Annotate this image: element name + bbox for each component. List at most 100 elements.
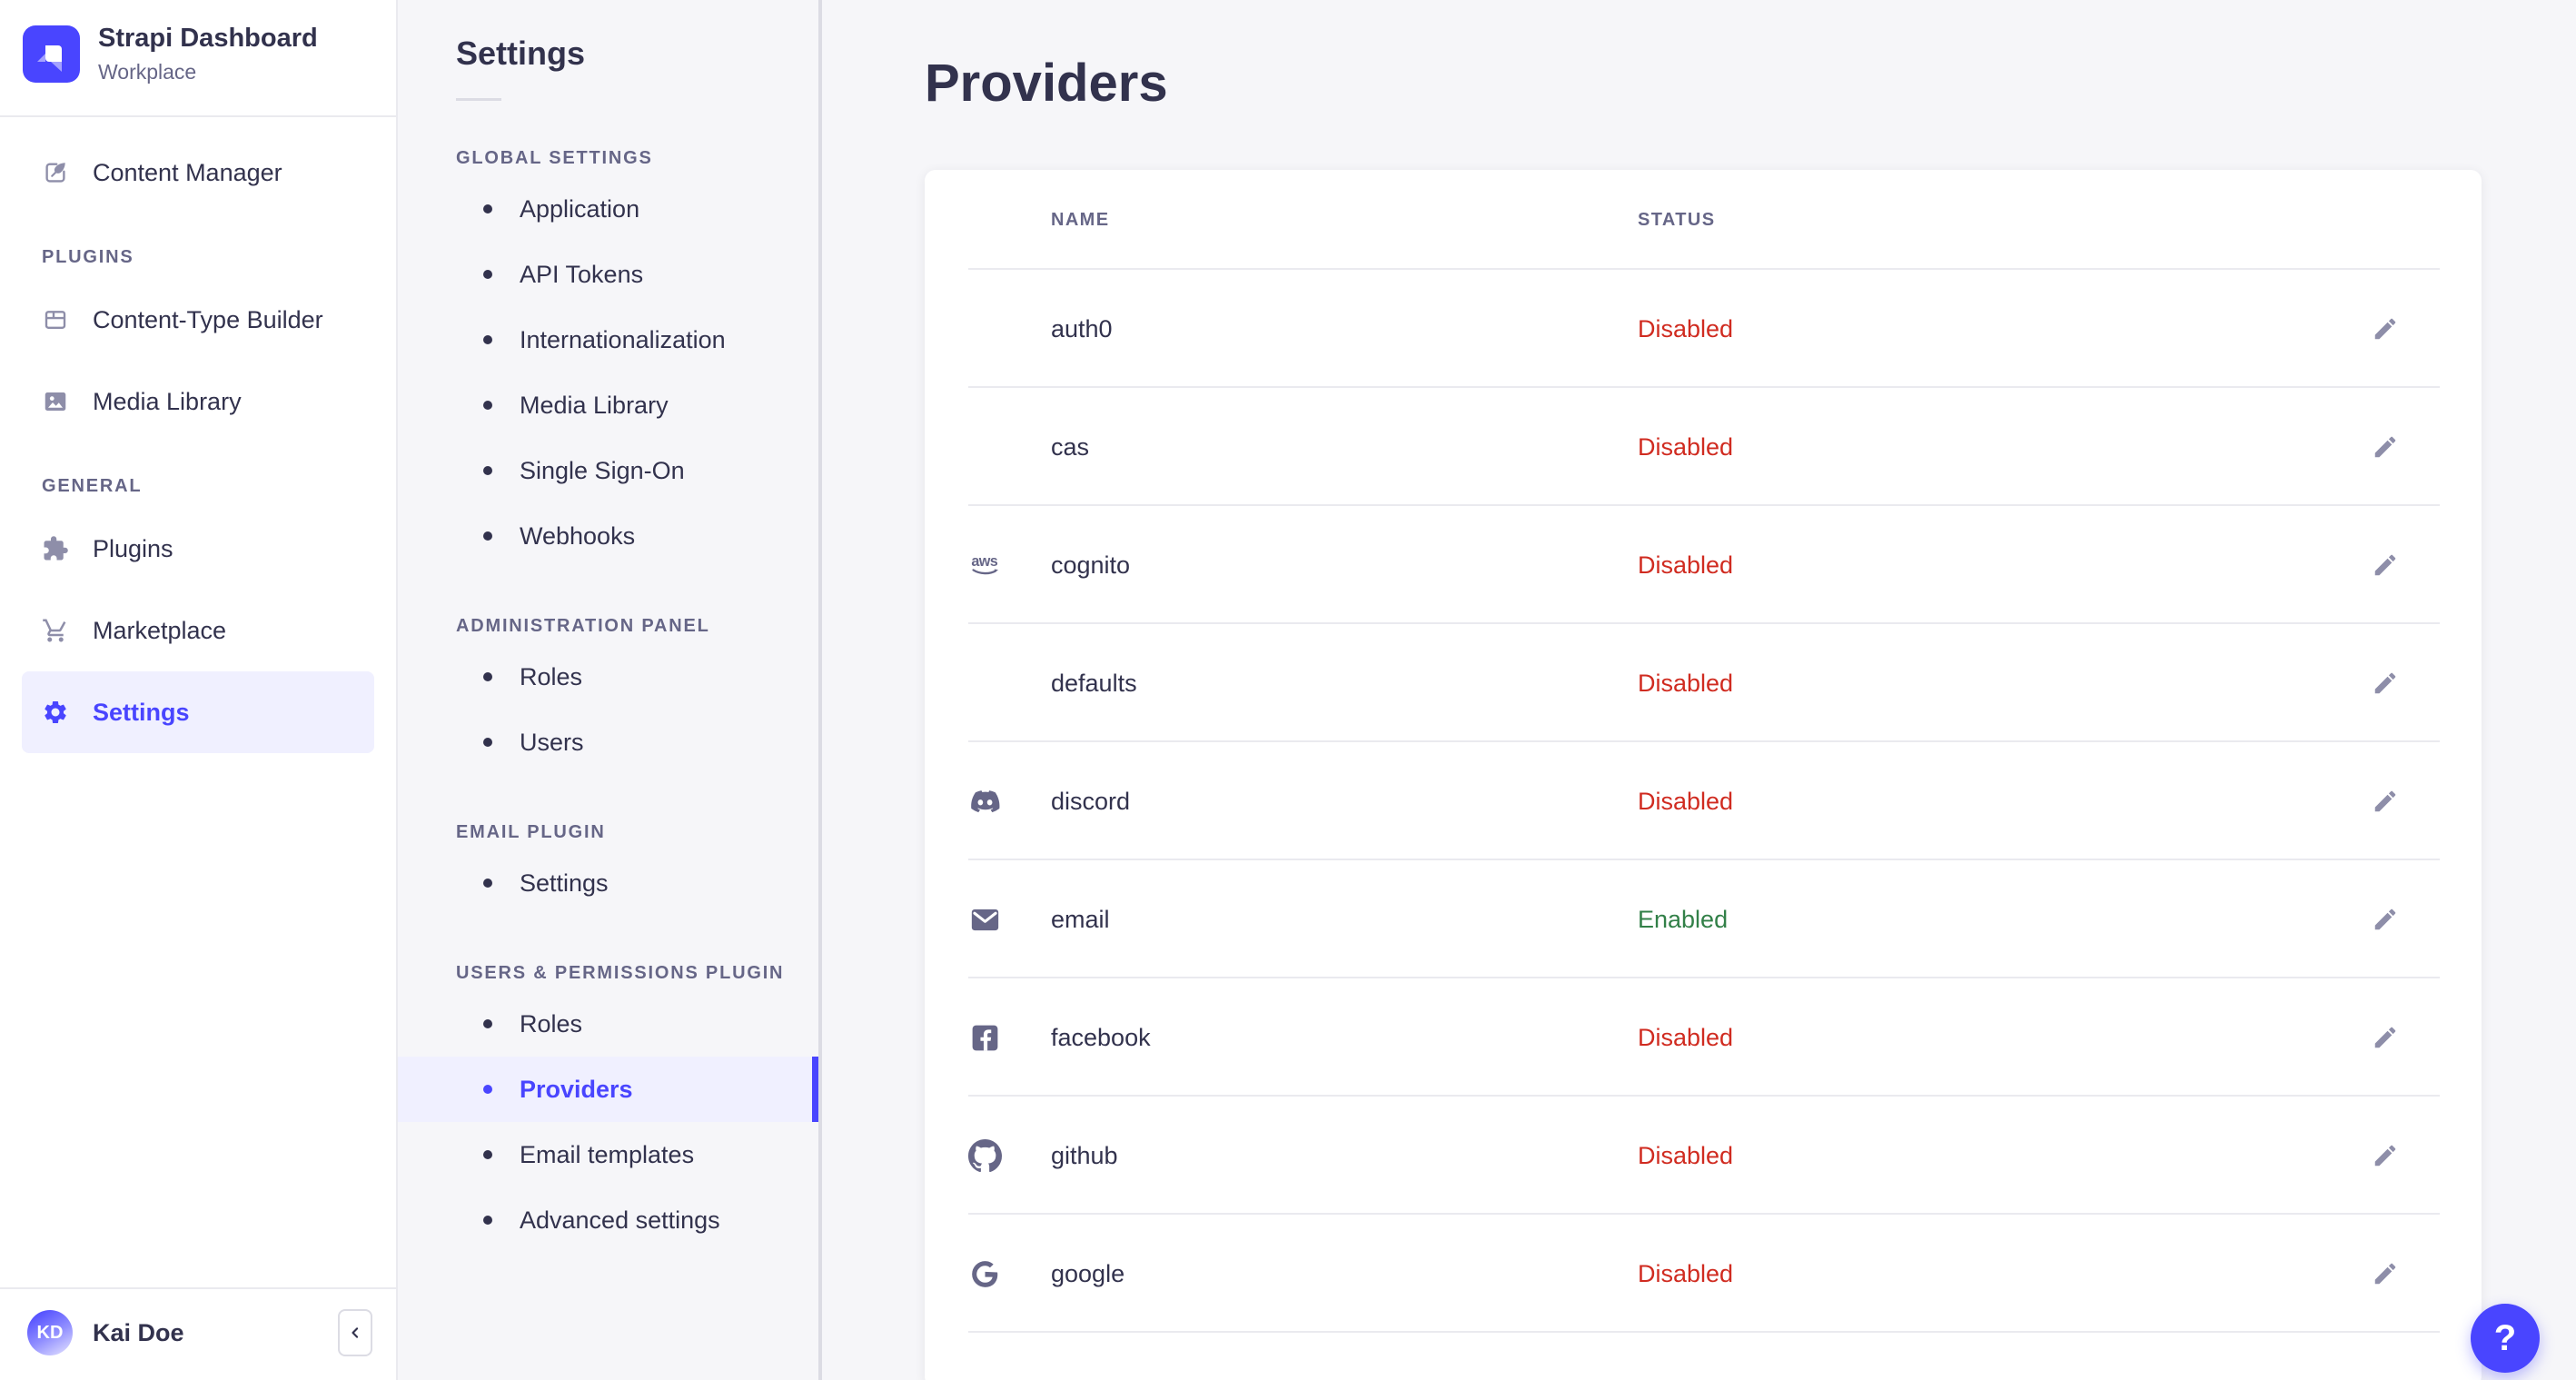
provider-name: cas — [1051, 432, 1090, 461]
subnav-item-application[interactable]: Application — [398, 176, 818, 242]
subnav-section: GLOBAL SETTINGS Application API Tokens Inte… — [398, 148, 818, 569]
content-manager-icon — [42, 159, 69, 186]
provider-row: google Disabled — [925, 1215, 2482, 1333]
email-icon — [968, 903, 1051, 937]
pencil-icon — [2372, 788, 2399, 815]
subnav-item-label: Roles — [520, 1009, 583, 1037]
pencil-icon — [2372, 1142, 2399, 1169]
sidebar-item-content-type-builder[interactable]: Content-Type Builder — [0, 279, 396, 361]
provider-status: Disabled — [1638, 551, 1734, 579]
provider-status: Disabled — [1638, 669, 1734, 697]
chevron-left-icon — [346, 1324, 364, 1342]
settings-subnav: Settings GLOBAL SETTINGS Application API T… — [398, 0, 822, 1380]
provider-status: Enabled — [1638, 905, 1729, 933]
workspace-brand[interactable]: Strapi Dashboard Workplace — [0, 0, 396, 115]
edit-provider-button[interactable] — [2359, 421, 2412, 473]
bullet-icon — [483, 1019, 492, 1028]
edit-provider-button[interactable] — [2359, 893, 2412, 946]
facebook-icon — [968, 1021, 1051, 1055]
subnav-item-label: Roles — [520, 662, 583, 690]
provider-name: auth0 — [1051, 314, 1113, 343]
content-type-builder-icon — [42, 306, 69, 333]
edit-provider-button[interactable] — [2359, 657, 2412, 710]
table-body: auth0 Disabled cas Disabled aws cognito Disabl… — [925, 270, 2482, 1333]
subnav-section: ADMINISTRATION PANEL Roles Users — [398, 616, 818, 775]
sidebar-item-settings[interactable]: Settings — [22, 671, 374, 753]
subnav-item-roles[interactable]: Roles — [398, 991, 818, 1057]
subnav-item-users[interactable]: Users — [398, 710, 818, 775]
subnav-item-api-tokens[interactable]: API Tokens — [398, 242, 818, 307]
sidebar-item-media-library[interactable]: Media Library — [0, 361, 396, 442]
subnav-item-webhooks[interactable]: Webhooks — [398, 503, 818, 569]
subnav-item-internationalization[interactable]: Internationalization — [398, 307, 818, 372]
provider-status: Disabled — [1638, 1023, 1734, 1051]
provider-row: email Enabled — [925, 860, 2482, 978]
provider-name: facebook — [1051, 1023, 1151, 1051]
provider-name: cognito — [1051, 551, 1131, 579]
subnav-item-label: Settings — [520, 869, 609, 897]
pencil-icon — [2372, 315, 2399, 343]
main-content: Providers NAME STATUS auth0 Disabled cas Di… — [822, 0, 2576, 1380]
avatar[interactable]: KD — [27, 1310, 73, 1355]
subnav-section-label: ADMINISTRATION PANEL — [456, 616, 710, 636]
aws-icon: aws — [968, 549, 1051, 582]
page-title: Providers — [925, 54, 1168, 113]
subnav-section-label: GLOBAL SETTINGS — [456, 148, 653, 168]
edit-provider-button[interactable] — [2359, 539, 2412, 591]
bullet-icon — [483, 204, 492, 213]
provider-name: email — [1051, 905, 1110, 933]
subnav-section: USERS & PERMISSIONS PLUGIN Roles Providers… — [398, 963, 818, 1253]
provider-row: cas Disabled — [925, 388, 2482, 506]
sidebar-item-label: Settings — [93, 698, 190, 726]
settings-icon — [42, 699, 69, 726]
bullet-icon — [483, 466, 492, 475]
edit-provider-button[interactable] — [2359, 303, 2412, 355]
github-icon — [968, 1138, 1051, 1173]
provider-status: Disabled — [1638, 314, 1734, 343]
subnav-item-label: Webhooks — [520, 521, 636, 550]
subnav-item-media-library[interactable]: Media Library — [398, 372, 818, 438]
subnav-item-roles[interactable]: Roles — [398, 644, 818, 710]
bullet-icon — [483, 270, 492, 279]
provider-name: defaults — [1051, 669, 1137, 697]
nav-section-label: PLUGINS — [42, 246, 134, 267]
provider-name: github — [1051, 1141, 1118, 1169]
subnav-item-settings[interactable]: Settings — [398, 850, 818, 916]
sidebar-item-label: Media Library — [93, 387, 242, 415]
subnav-item-label: Email templates — [520, 1140, 695, 1168]
help-button[interactable]: ? — [2471, 1304, 2540, 1373]
google-icon — [968, 1257, 1051, 1291]
pencil-icon — [2372, 551, 2399, 579]
media-library-icon — [42, 388, 69, 415]
bullet-icon — [483, 401, 492, 410]
divider — [456, 98, 501, 101]
subnav-item-email-templates[interactable]: Email templates — [398, 1122, 818, 1187]
provider-name: google — [1051, 1259, 1125, 1287]
bullet-icon — [483, 1216, 492, 1225]
app-title: Strapi Dashboard — [98, 24, 318, 53]
edit-provider-button[interactable] — [2359, 1129, 2412, 1182]
subnav-item-providers[interactable]: Providers — [398, 1057, 818, 1122]
provider-name: discord — [1051, 787, 1131, 815]
subnav-section-label: USERS & PERMISSIONS PLUGIN — [456, 963, 785, 983]
nav-section-label: GENERAL — [42, 475, 143, 496]
edit-provider-button[interactable] — [2359, 775, 2412, 828]
sidebar-item-marketplace[interactable]: Marketplace — [0, 590, 396, 671]
bullet-icon — [483, 672, 492, 681]
subnav-item-label: API Tokens — [520, 260, 644, 288]
sidebar-item-plugins[interactable]: Plugins — [0, 508, 396, 590]
sidebar-item-content-manager[interactable]: Content Manager — [0, 132, 396, 213]
subnav-item-advanced-settings[interactable]: Advanced settings — [398, 1187, 818, 1253]
edit-provider-button[interactable] — [2359, 1247, 2412, 1300]
sidebar-item-label: Content-Type Builder — [93, 305, 323, 333]
subnav-item-single-sign-on[interactable]: Single Sign-On — [398, 438, 818, 503]
edit-provider-button[interactable] — [2359, 1011, 2412, 1064]
bullet-icon — [483, 1150, 492, 1159]
main-sidebar: Strapi Dashboard Workplace Content Manag… — [0, 0, 398, 1380]
collapse-sidebar-button[interactable] — [338, 1309, 372, 1356]
column-header-status: STATUS — [1638, 209, 1716, 230]
provider-status: Disabled — [1638, 787, 1734, 815]
bullet-icon — [483, 879, 492, 888]
subnav-section: EMAIL PLUGIN Settings — [398, 822, 818, 916]
providers-table-card: NAME STATUS auth0 Disabled cas Disabled aws c… — [925, 170, 2482, 1380]
